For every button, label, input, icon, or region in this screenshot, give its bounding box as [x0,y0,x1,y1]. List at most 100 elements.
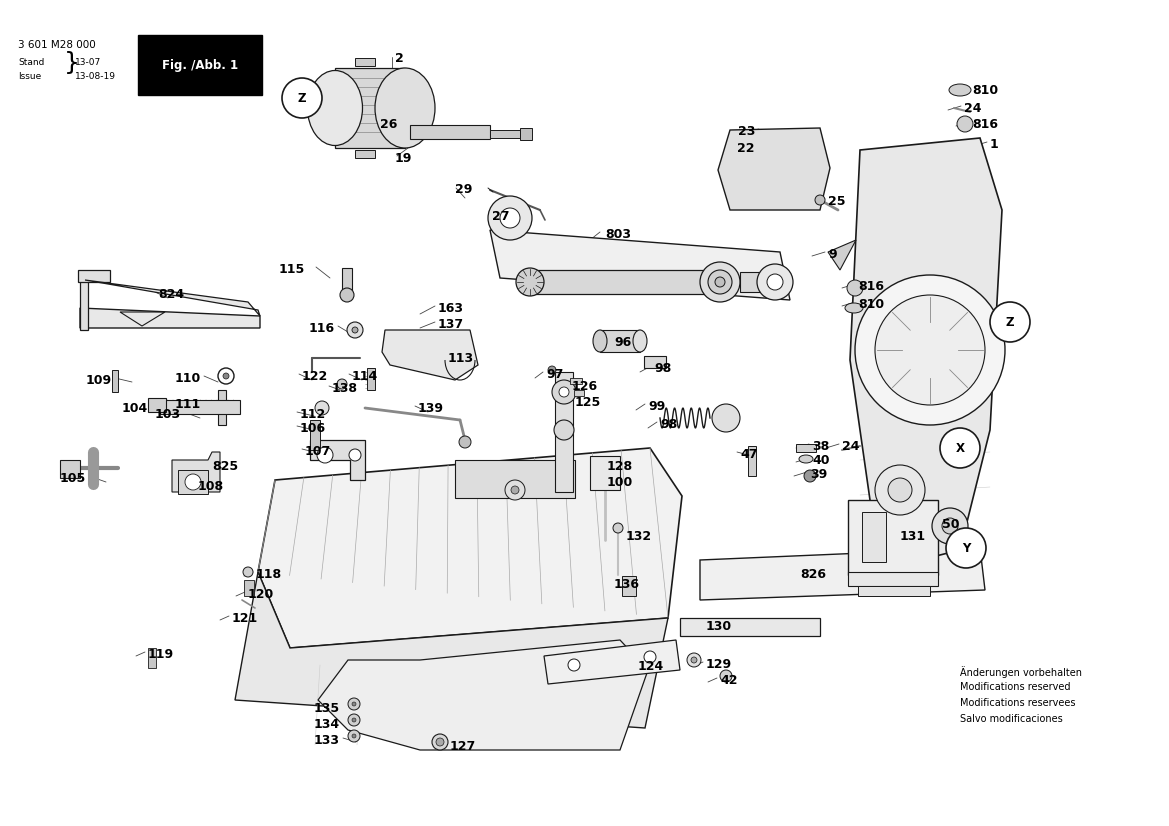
Bar [148,398,166,412]
Bar [600,330,639,352]
Circle shape [720,670,732,682]
Circle shape [687,653,701,667]
Bar [525,270,720,294]
Bar [848,500,938,575]
Circle shape [340,288,354,302]
Text: 24: 24 [964,102,982,115]
Text: 132: 132 [627,530,652,543]
Text: 9: 9 [828,248,837,261]
Polygon shape [258,448,682,648]
Circle shape [317,447,333,463]
Circle shape [554,420,574,440]
Ellipse shape [307,70,362,145]
Circle shape [888,478,912,502]
Text: 39: 39 [810,468,828,481]
Polygon shape [355,150,375,158]
Text: 26: 26 [380,118,397,131]
Circle shape [942,518,959,534]
Circle shape [548,366,556,374]
Circle shape [505,480,525,500]
Circle shape [223,373,229,379]
Text: 131: 131 [900,530,926,543]
Text: 113: 113 [448,352,475,365]
Text: 133: 133 [314,734,340,747]
Text: 109: 109 [85,374,112,387]
Polygon shape [78,270,110,282]
Circle shape [352,734,357,738]
Text: 824: 824 [158,288,185,301]
Text: 98: 98 [653,362,671,375]
Text: 136: 136 [614,578,639,591]
Bar [455,460,575,498]
Polygon shape [172,452,220,492]
Bar [336,68,404,148]
Circle shape [348,714,360,726]
Bar [244,580,254,596]
Ellipse shape [375,68,435,148]
Circle shape [876,465,925,515]
Circle shape [715,277,725,287]
Text: 99: 99 [648,400,665,413]
Text: Z: Z [1005,316,1015,329]
Circle shape [282,78,321,118]
Text: 816: 816 [971,118,998,131]
Circle shape [957,116,973,132]
Polygon shape [235,572,667,728]
Text: 116: 116 [309,322,336,335]
Circle shape [348,698,360,710]
Text: Z: Z [298,92,306,105]
Text: X: X [955,442,964,454]
Ellipse shape [798,455,812,463]
Text: Modifications reservees: Modifications reservees [960,698,1075,708]
Text: 50: 50 [942,518,960,531]
Bar [112,370,118,392]
Text: 130: 130 [706,620,732,633]
Text: 810: 810 [971,84,998,97]
Bar [410,125,490,139]
Text: 13-07: 13-07 [75,58,102,67]
Circle shape [511,486,519,494]
Polygon shape [310,440,365,480]
Text: 816: 816 [858,280,884,293]
Text: 107: 107 [305,445,331,458]
Text: 138: 138 [332,382,358,395]
Polygon shape [544,640,680,684]
Bar [848,572,938,586]
Circle shape [552,380,576,404]
Ellipse shape [949,84,971,96]
Text: Stand: Stand [18,58,44,67]
Circle shape [815,195,825,205]
Circle shape [848,280,863,296]
Text: 135: 135 [313,702,340,715]
Text: Y: Y [962,542,970,554]
Bar [862,512,886,562]
Text: 22: 22 [738,142,755,155]
Text: 2: 2 [395,52,403,65]
Bar [60,460,79,478]
Polygon shape [79,308,260,328]
Bar [748,446,756,476]
Circle shape [613,523,623,533]
Text: 24: 24 [842,440,859,453]
Text: 128: 128 [607,460,634,473]
Text: 826: 826 [800,568,826,581]
Text: 98: 98 [660,418,677,431]
Text: 19: 19 [395,152,413,165]
Bar [644,356,666,368]
Text: 42: 42 [720,674,738,687]
Polygon shape [382,330,478,380]
Circle shape [804,470,816,482]
Bar [343,268,352,296]
Circle shape [487,196,532,240]
Text: 105: 105 [60,472,87,485]
Bar [490,130,520,138]
Circle shape [352,327,358,333]
Text: 100: 100 [607,476,634,489]
Bar [148,648,155,668]
Text: 40: 40 [812,454,830,467]
Text: 106: 106 [300,422,326,435]
Polygon shape [850,138,1002,570]
Text: 114: 114 [352,370,379,383]
Polygon shape [355,58,375,66]
Bar [520,128,532,140]
